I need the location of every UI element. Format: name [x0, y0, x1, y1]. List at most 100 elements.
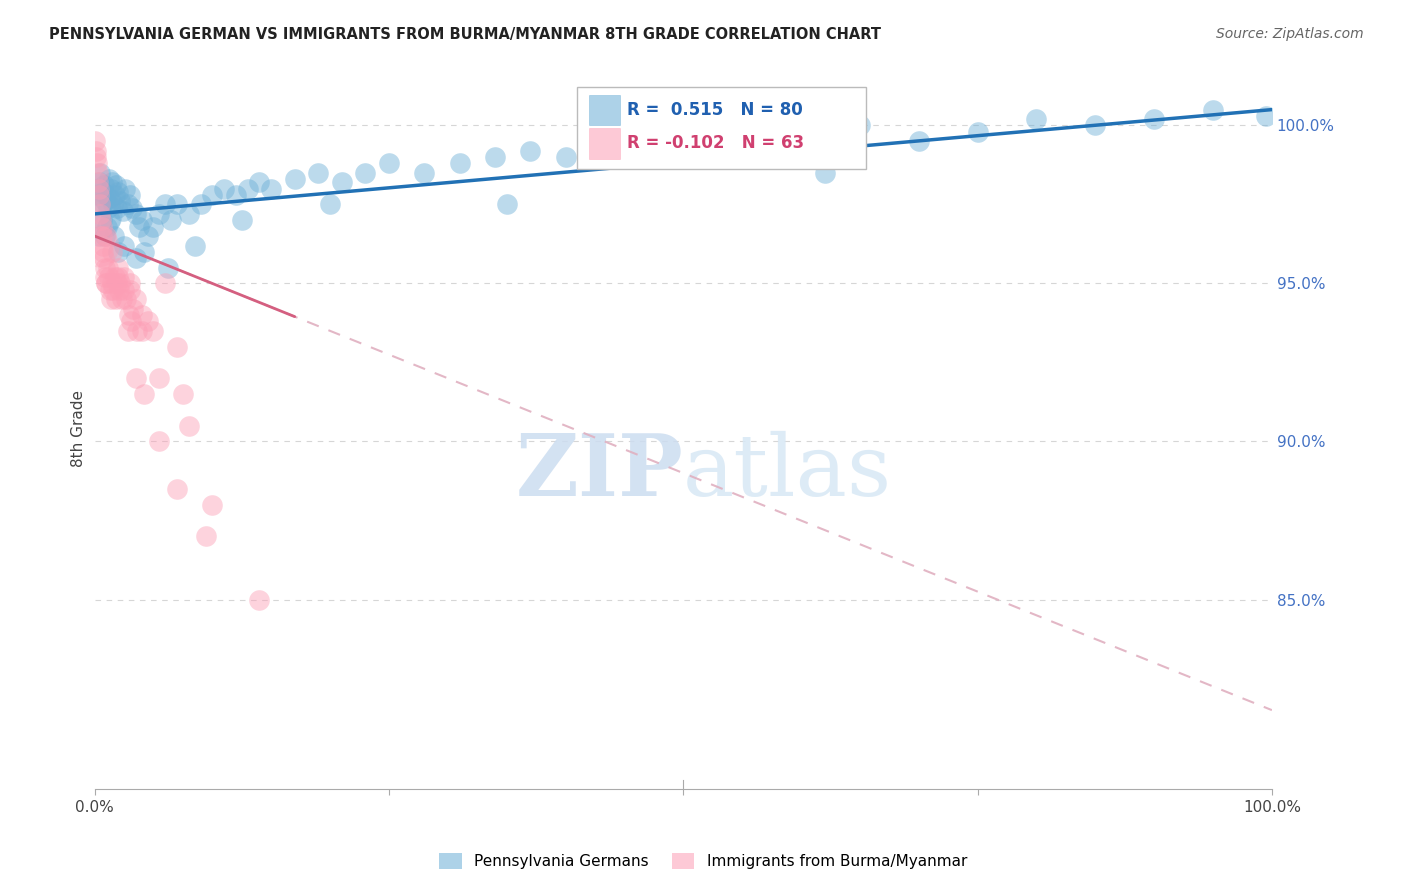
Point — [104, 292, 127, 306]
Point — [89, 197, 111, 211]
Point — [101, 277, 124, 291]
Point — [554, 150, 576, 164]
Point — [172, 387, 194, 401]
Point — [1202, 103, 1225, 117]
Point — [1143, 112, 1166, 127]
Point — [125, 207, 148, 221]
Point — [284, 172, 307, 186]
Point — [120, 314, 142, 328]
Point — [495, 197, 517, 211]
Point — [84, 144, 107, 158]
Point — [84, 134, 107, 148]
Text: Source: ZipAtlas.com: Source: ZipAtlas.com — [1216, 27, 1364, 41]
Point — [114, 181, 136, 195]
Point — [160, 213, 183, 227]
Point — [225, 188, 247, 202]
Point — [96, 277, 118, 291]
Point — [132, 387, 155, 401]
Point — [91, 238, 114, 252]
Point — [117, 324, 139, 338]
Point — [96, 188, 118, 202]
Point — [91, 213, 114, 227]
Point — [87, 175, 110, 189]
Point — [190, 197, 212, 211]
Point — [107, 185, 129, 199]
Point — [166, 482, 188, 496]
Point — [354, 166, 377, 180]
Point — [330, 175, 353, 189]
Point — [94, 277, 117, 291]
Point — [111, 203, 134, 218]
Point — [93, 229, 115, 244]
Point — [156, 260, 179, 275]
Y-axis label: 8th Grade: 8th Grade — [72, 391, 86, 467]
Point — [378, 156, 401, 170]
Point — [90, 197, 112, 211]
Point — [91, 185, 114, 199]
Point — [132, 244, 155, 259]
Point — [449, 156, 471, 170]
Point — [131, 213, 153, 227]
Point — [93, 244, 115, 259]
Point — [125, 251, 148, 265]
Point — [103, 270, 125, 285]
Text: R =  0.515   N = 80: R = 0.515 N = 80 — [627, 102, 803, 120]
FancyBboxPatch shape — [589, 128, 620, 159]
Point — [86, 207, 108, 221]
Point — [148, 371, 170, 385]
Point — [90, 219, 112, 234]
Point — [107, 270, 129, 285]
Point — [236, 181, 259, 195]
Point — [110, 194, 132, 209]
Point — [103, 197, 125, 211]
Point — [105, 277, 128, 291]
Point — [115, 292, 138, 306]
Point — [118, 188, 141, 202]
Point — [125, 324, 148, 338]
Point — [87, 181, 110, 195]
Point — [121, 201, 143, 215]
Point — [136, 229, 159, 244]
Point — [907, 134, 929, 148]
Point — [142, 324, 165, 338]
Point — [107, 260, 129, 275]
Point — [93, 178, 115, 193]
Point — [98, 191, 121, 205]
Point — [90, 213, 112, 227]
Point — [247, 175, 270, 189]
Point — [86, 156, 108, 170]
Point — [107, 244, 129, 259]
Text: ZIP: ZIP — [516, 430, 683, 514]
Point — [128, 219, 150, 234]
Point — [201, 188, 224, 202]
Point — [148, 434, 170, 449]
Point — [86, 181, 108, 195]
Point — [201, 498, 224, 512]
Point — [212, 181, 235, 195]
Point — [100, 292, 122, 306]
Point — [166, 197, 188, 211]
FancyBboxPatch shape — [589, 95, 620, 126]
Point — [125, 371, 148, 385]
Point — [790, 125, 813, 139]
Point — [96, 229, 118, 244]
Point — [177, 207, 200, 221]
Point — [112, 270, 135, 285]
Point — [112, 283, 135, 297]
Point — [112, 238, 135, 252]
Point — [87, 229, 110, 244]
Point — [111, 292, 134, 306]
Point — [142, 219, 165, 234]
Point — [100, 181, 122, 195]
Point — [247, 592, 270, 607]
Point — [105, 201, 128, 215]
Point — [613, 134, 636, 148]
Point — [97, 172, 120, 186]
Point — [1025, 112, 1047, 127]
Point — [89, 166, 111, 180]
Point — [122, 301, 145, 316]
Point — [484, 150, 506, 164]
Point — [849, 119, 872, 133]
Point — [672, 144, 695, 158]
Point — [89, 175, 111, 189]
